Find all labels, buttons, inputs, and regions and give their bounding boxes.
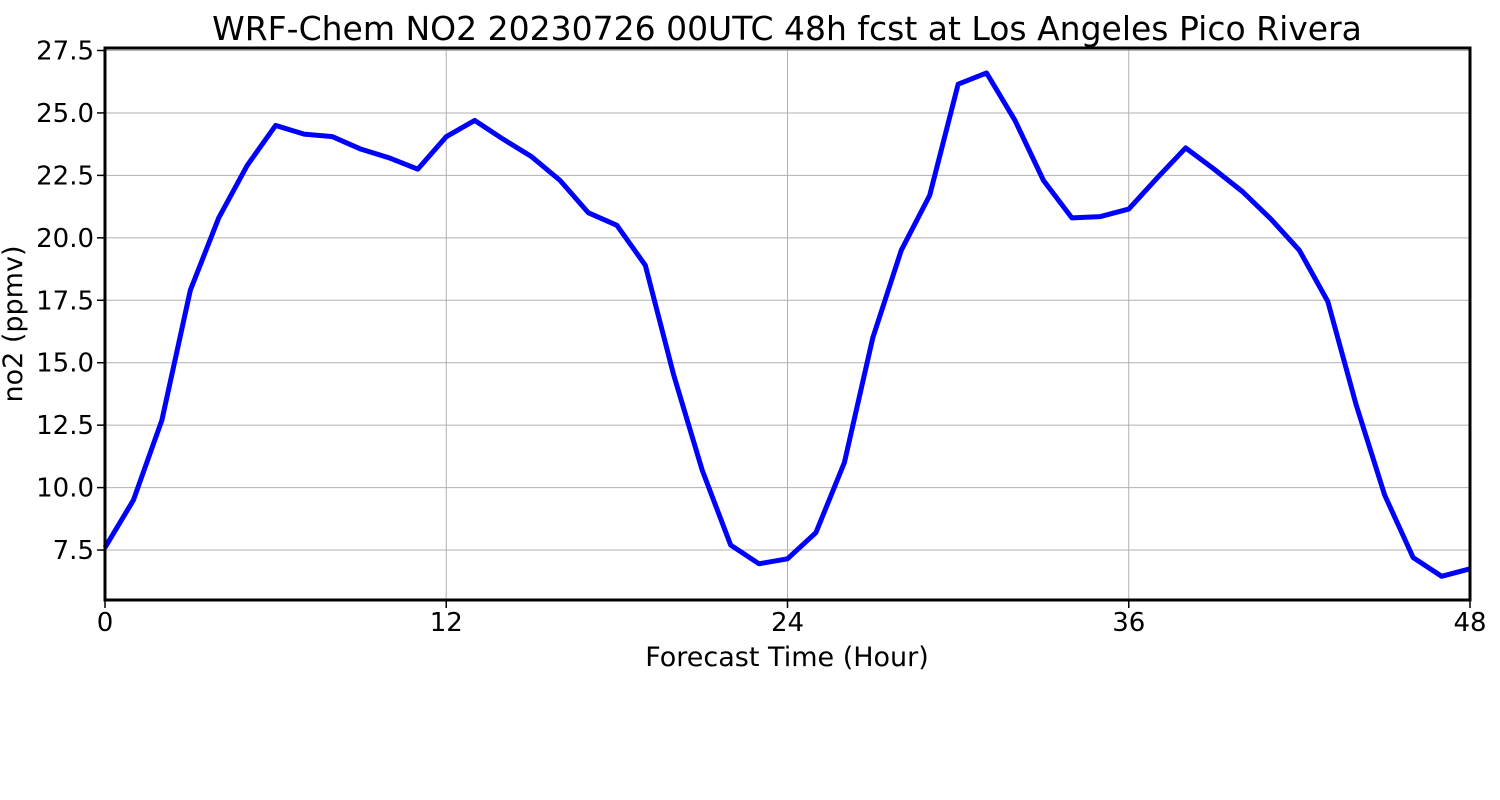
y-tick-label: 12.5	[36, 411, 94, 441]
x-tick-label: 24	[771, 608, 804, 638]
series-layer	[102, 70, 1471, 579]
y-tick-label: 17.5	[36, 286, 94, 316]
chart-title: WRF-Chem NO2 20230726 00UTC 48h fcst at …	[212, 9, 1362, 48]
y-tick-label: 25.0	[36, 99, 94, 129]
x-axis-title: Forecast Time (Hour)	[645, 642, 929, 673]
y-axis-title: no2 (ppmv)	[0, 245, 29, 402]
x-tick-label: 36	[1112, 608, 1145, 638]
x-tick-label: 48	[1453, 608, 1486, 638]
x-tick-label: 12	[430, 608, 463, 638]
y-tick-label: 27.5	[36, 36, 94, 66]
series-line-0	[102, 70, 1471, 579]
grid-lines	[104, 48, 1471, 600]
tick-marks	[97, 49, 1471, 608]
y-tick-label: 22.5	[36, 161, 94, 191]
x-tick-label: 0	[97, 608, 114, 638]
y-tick-label: 7.5	[53, 536, 94, 566]
y-tick-label: 10.0	[36, 474, 94, 504]
y-tick-label: 20.0	[36, 224, 94, 254]
y-tick-labels: 7.5 10.0 12.5 15.0 17.5 20.0 22.5 25.0 27.5	[36, 36, 94, 566]
y-tick-label: 15.0	[36, 349, 94, 379]
x-tick-labels: 0 12 24 36 48	[97, 608, 1487, 638]
